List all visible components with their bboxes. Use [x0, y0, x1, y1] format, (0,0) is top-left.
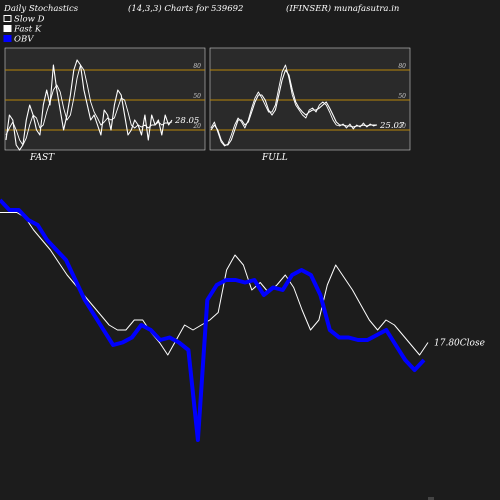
legend-label-fast-k: Fast K	[13, 25, 42, 35]
legend-swatch-obv	[3, 35, 12, 42]
fast-line-slow-d	[5, 64, 173, 146]
close-last-value-label: 17.80Close	[434, 339, 485, 349]
full-line-slow-d	[210, 69, 377, 146]
fast-level-label-80: 80	[193, 63, 201, 70]
full-stochastic-panel: 20 50 80 25.07 FULL	[209, 47, 411, 163]
obv-line	[0, 198, 426, 442]
full-level-label-20: 20	[397, 123, 406, 130]
full-last-value-label: 25.07	[379, 121, 405, 131]
corner-mark	[428, 497, 434, 500]
legend-label-obv: OBV	[14, 35, 34, 45]
legend-swatch-fast-k	[3, 25, 12, 32]
full-panel-title: FULL	[261, 153, 288, 163]
fast-last-value-label: 28.05	[174, 116, 199, 126]
legend-swatch-slow-d	[3, 15, 12, 22]
fast-line-fast-k	[5, 59, 173, 151]
fast-stochastic-panel: 20 50 80 28.05 FAST	[4, 47, 206, 163]
fast-level-label-20: 20	[192, 123, 201, 130]
header-title-center: (14,3,3) Charts for 539692	[128, 3, 243, 14]
full-level-label-50: 50	[398, 93, 406, 100]
full-panel-frame	[209, 47, 411, 151]
fast-level-label-50: 50	[193, 93, 201, 100]
legend-label-slow-d: Slow D	[14, 15, 45, 25]
fast-panel-title: FAST	[29, 153, 55, 163]
full-level-label-80: 80	[398, 63, 406, 70]
header-title-right: (IFINSER) munafasutra.in	[286, 3, 399, 14]
price-obv-panel: 17.80Close	[0, 198, 485, 442]
fast-panel-frame	[4, 47, 206, 151]
legend: Slow D Fast K OBV	[3, 15, 45, 45]
full-line-fast-k	[210, 64, 378, 147]
header-title-left: Daily Stochastics	[3, 4, 79, 14]
close-price-line	[0, 212, 429, 356]
